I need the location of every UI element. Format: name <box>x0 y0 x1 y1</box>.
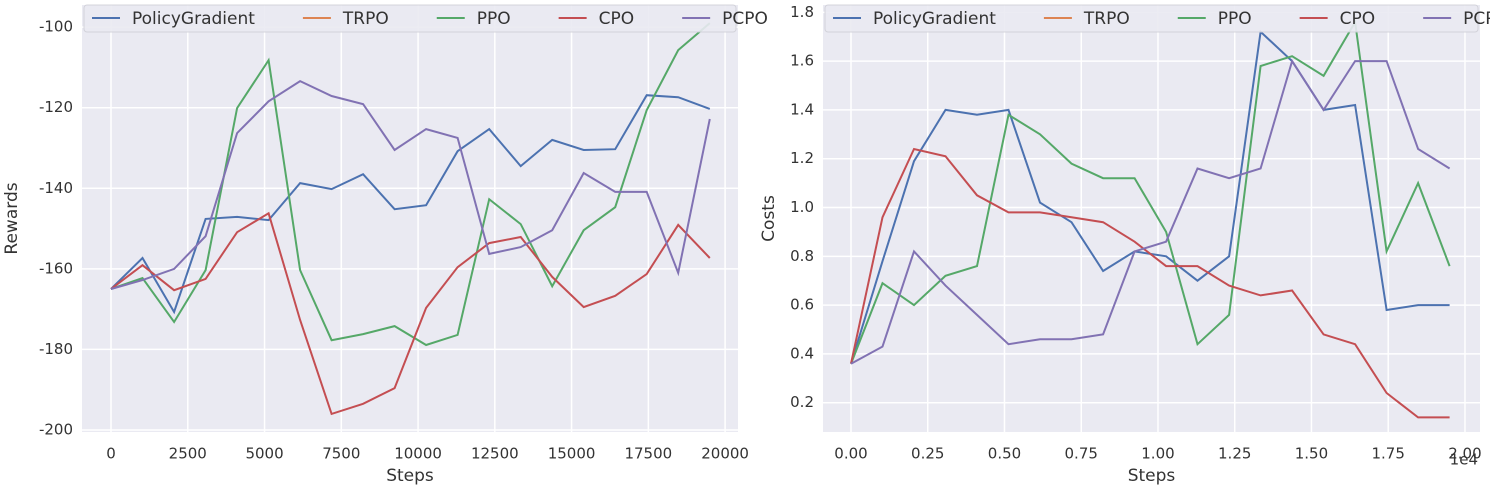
x-axis-label: Steps <box>1128 466 1176 486</box>
y-tick-label: 0.6 <box>790 296 814 314</box>
x-tick-label: 12500 <box>471 445 519 463</box>
y-tick-label: 1.4 <box>790 100 814 118</box>
series-line <box>850 58 1451 365</box>
y-tick-label: -180 <box>39 340 73 358</box>
x-tick-label: 0.00 <box>834 445 867 463</box>
x-tick-label: 1.00 <box>1141 445 1174 463</box>
y-tick-label: 1.2 <box>790 149 814 167</box>
x-tick-label: 1.75 <box>1372 445 1405 463</box>
x-tick-label: 0 <box>106 445 116 463</box>
legend-label: TRPO <box>342 9 389 29</box>
x-tick-label: 10000 <box>394 445 442 463</box>
x-tick-label: 1.25 <box>1218 445 1251 463</box>
series-line <box>110 211 711 416</box>
x-axis-label: Steps <box>386 466 434 486</box>
x-tick-label: 1.50 <box>1295 445 1328 463</box>
x-tick-label: 2500 <box>169 445 207 463</box>
y-tick-label: 1.8 <box>790 3 814 21</box>
x-tick-label: 5000 <box>245 445 283 463</box>
plot-area <box>823 5 1480 432</box>
legend-label: CPO <box>599 9 635 29</box>
y-tick-label: -100 <box>39 18 73 36</box>
chart: 0.00 0.25 0.50 0.75 1.00 1.25 1.50 1.75 2.00 0.2 0… <box>759 3 1490 486</box>
x-offset-label: 1e4 <box>1450 451 1478 469</box>
y-tick-label: -140 <box>39 179 73 197</box>
legend-label: PolicyGradient <box>873 9 996 29</box>
x-tick-label: 20000 <box>701 445 749 463</box>
legend-label: TRPO <box>1083 9 1130 29</box>
series-line <box>850 147 1450 419</box>
y-tick-label: -160 <box>39 259 73 277</box>
series-line <box>110 22 711 347</box>
legend-box <box>83 4 737 33</box>
legend-label: PPO <box>1218 9 1252 29</box>
legend-label: PCPO <box>1463 9 1490 29</box>
y-tick-label: 0.8 <box>790 247 814 265</box>
y-tick-label: 1.6 <box>790 52 814 70</box>
x-tick-label: 0.75 <box>1065 445 1098 463</box>
legend-box <box>824 4 1479 33</box>
legend-label: PPO <box>477 9 511 29</box>
x-tick-label: 0.50 <box>988 445 1021 463</box>
legend: PolicyGradient TRPO PPO CPO PCPO <box>824 4 1490 33</box>
legend-label: PCPO <box>722 9 768 29</box>
x-tick-label: 0.25 <box>911 445 944 463</box>
y-tick-label: 0.4 <box>790 344 814 362</box>
chart: 0 2500 5000 7500 10000 12500 15000 17500 20000 -2… <box>2 4 768 486</box>
legend-label: CPO <box>1340 9 1376 29</box>
y-tick-label: -200 <box>39 420 73 438</box>
legend: PolicyGradient TRPO PPO CPO PCPO <box>83 4 768 33</box>
y-axis-label: Costs <box>759 195 779 242</box>
series-line <box>110 79 711 290</box>
x-tick-label: 2.00 <box>1448 445 1481 463</box>
y-tick-label: -120 <box>39 98 73 116</box>
y-tick-label: 1.0 <box>790 198 814 216</box>
y-axis-label: Rewards <box>2 182 22 254</box>
legend-label: PolicyGradient <box>132 9 255 29</box>
plot-area <box>82 5 738 432</box>
x-tick-label: 7500 <box>322 445 360 463</box>
x-tick-label: 15000 <box>548 445 596 463</box>
x-tick-label: 17500 <box>624 445 672 463</box>
y-tick-label: 0.2 <box>790 393 814 411</box>
